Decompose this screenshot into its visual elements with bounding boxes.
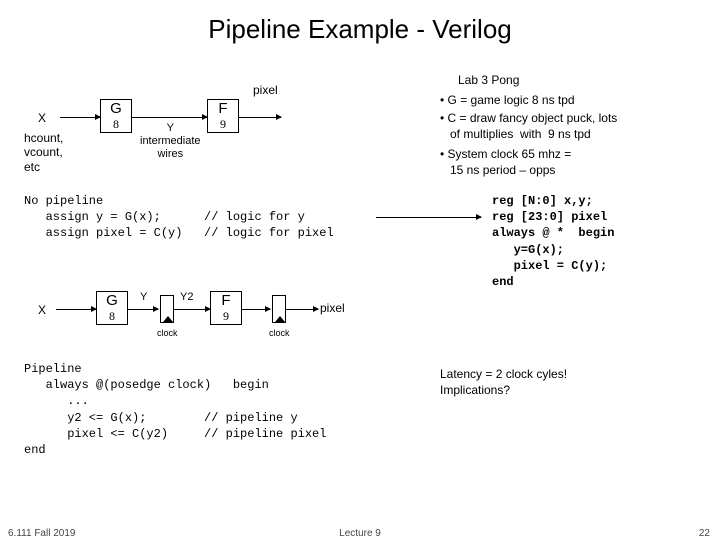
d1-x-label: X <box>38 111 46 125</box>
d1-arrow-g-f <box>132 117 207 118</box>
d2-arrow-x-g <box>56 309 96 310</box>
page-title: Pipeline Example - Verilog <box>0 0 720 45</box>
code-pipeline: Pipeline always @(posedge clock) begin .… <box>24 361 326 458</box>
d2-reg2 <box>272 295 286 323</box>
d1-pixel-label: pixel <box>253 83 278 97</box>
d1-g-num: 8 <box>101 117 131 132</box>
d2-y2-label: Y2 <box>180 291 193 303</box>
d2-arrow-reg2-out <box>286 309 318 310</box>
d2-y-label: Y <box>140 291 147 303</box>
d2-reg1 <box>160 295 174 323</box>
d1-box-g: G 8 <box>100 99 132 133</box>
d2-clock1: clock <box>157 328 178 338</box>
footer-center: Lecture 9 <box>339 528 381 539</box>
d2-arrow-g-reg1 <box>128 309 158 310</box>
d2-box-f: F 9 <box>210 291 242 325</box>
d2-pixel-label: pixel <box>320 301 345 315</box>
reg-code: reg [N:0] x,y; reg [23:0] pixel always @… <box>492 193 614 290</box>
d2-clock2: clock <box>269 328 290 338</box>
d2-f-num: 9 <box>211 309 241 324</box>
d2-arrow-reg1-f <box>174 309 210 310</box>
d1-g-letter: G <box>101 100 131 117</box>
lab-b1: • G = game logic 8 ns tpd <box>440 93 575 109</box>
d2-g-num: 8 <box>97 309 127 324</box>
d2-arrow-f-reg2 <box>242 309 270 310</box>
code-no-pipeline: No pipeline assign y = G(x); // logic fo… <box>24 193 334 242</box>
d1-arrow-f-out <box>239 117 281 118</box>
d1-arrow-x-g <box>60 117 100 118</box>
d2-f-letter: F <box>211 292 241 309</box>
content-area: X hcount, vcount, etc G 8 Y intermediate… <box>0 45 720 545</box>
latency-note: Latency = 2 clock cyles! Implications? <box>440 367 567 398</box>
footer-right: 22 <box>699 528 710 539</box>
lab-heading: Lab 3 Pong <box>458 73 519 89</box>
lab-b3: • System clock 65 mhz = 15 ns period – o… <box>440 147 571 178</box>
d2-g-letter: G <box>97 292 127 309</box>
d1-f-num: 9 <box>208 117 238 132</box>
d1-f-letter: F <box>208 100 238 117</box>
d2-x-label: X <box>38 303 46 317</box>
d1-y-label: Y intermediate wires <box>140 122 201 162</box>
d1-x-sub: hcount, vcount, etc <box>24 131 63 174</box>
footer-left: 6.111 Fall 2019 <box>8 528 75 539</box>
lab-b2: • C = draw fancy object puck, lots of mu… <box>440 111 617 142</box>
d2-box-g: G 8 <box>96 291 128 325</box>
d1-box-f: F 9 <box>207 99 239 133</box>
arrow-to-regcode <box>376 217 481 218</box>
